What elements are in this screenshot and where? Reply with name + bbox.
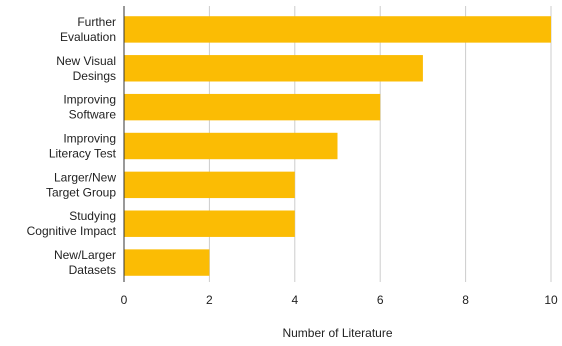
bar <box>124 55 423 82</box>
category-label-line: Evaluation <box>60 30 116 44</box>
bar <box>124 210 295 237</box>
category-label: New/Larger Datasets <box>54 248 116 277</box>
x-tick-label: 10 <box>544 293 558 307</box>
x-tick-label: 0 <box>121 293 128 307</box>
x-tick-label: 2 <box>206 293 213 307</box>
category-labels: Further Evaluation New Visual Desings Improv… <box>27 15 117 277</box>
bar <box>124 132 338 160</box>
x-tick-label: 4 <box>291 293 298 307</box>
category-label: Further Evaluation <box>60 15 116 44</box>
category-label-line: Datasets <box>69 263 116 277</box>
bar <box>124 249 210 276</box>
category-label-line: Improving <box>63 93 116 107</box>
category-label-line: New Visual <box>56 54 116 68</box>
bar <box>124 171 295 199</box>
category-label-line: Literacy Test <box>49 147 117 161</box>
category-label: Studying Cognitive Impact <box>27 209 117 238</box>
category-label-line: Software <box>69 108 117 122</box>
bar <box>124 16 551 43</box>
x-axis-title: Number of Literature <box>282 326 392 340</box>
category-label-line: Cognitive Impact <box>27 224 117 238</box>
category-label-line: Studying <box>69 209 116 223</box>
category-label-line: Further <box>77 15 116 29</box>
category-label-line: Improving <box>63 132 116 146</box>
category-label-line: Target Group <box>46 185 116 199</box>
x-tick-label: 6 <box>377 293 384 307</box>
category-label: Larger/New Target Group <box>46 170 116 199</box>
bar <box>124 93 381 121</box>
category-label: Improving Software <box>63 93 116 122</box>
bars <box>124 16 551 276</box>
category-label: New Visual Desings <box>56 54 116 83</box>
category-label-line: New/Larger <box>54 248 116 262</box>
category-label-line: Desings <box>73 69 116 83</box>
x-tick-label: 8 <box>462 293 469 307</box>
category-label-line: Larger/New <box>54 170 116 184</box>
category-label: Improving Literacy Test <box>49 132 117 161</box>
x-tick-labels: 0 2 4 6 8 10 <box>121 293 558 307</box>
